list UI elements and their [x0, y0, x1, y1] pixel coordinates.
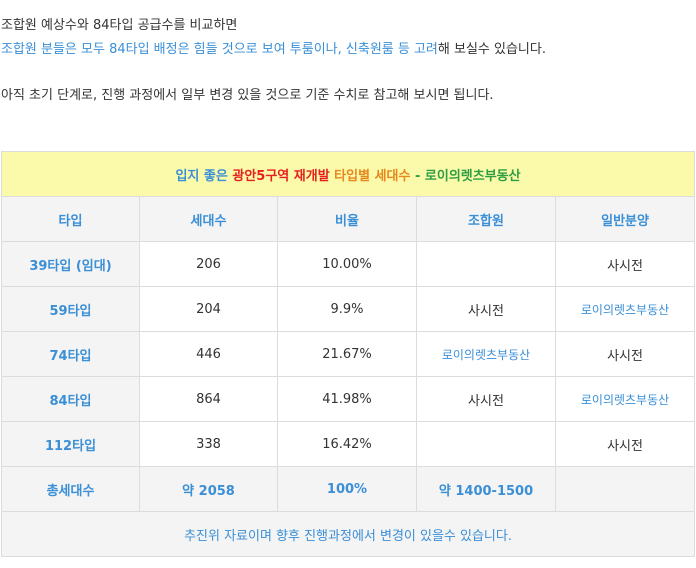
unit-type-table: 입지 좋은 광안5구역 재개발 타입별 세대수 - 로이의렛츠부동산 타입 세대…	[0, 151, 696, 557]
cell-units: 338	[139, 421, 278, 467]
header-member: 조합원	[416, 196, 556, 242]
cell-units: 446	[139, 331, 278, 377]
cell-general: 사시전	[554, 241, 696, 287]
header-general: 일반분양	[554, 196, 696, 242]
cell-member: 사시전	[416, 376, 556, 422]
cell-general: 사시전	[554, 331, 696, 377]
table-row: 112타입 338 16.42% 사시전	[1, 421, 696, 467]
cell-ratio: 41.98%	[277, 376, 417, 422]
header-type: 타입	[1, 196, 140, 242]
cell-type: 74타입	[1, 331, 140, 377]
cell-ratio: 9.9%	[277, 286, 417, 332]
cell-ratio: 16.42%	[277, 421, 417, 467]
table-row: 74타입 446 21.67% 로이의렛츠부동산 사시전	[1, 331, 696, 377]
cell-type: 84타입	[1, 376, 140, 422]
cell-member-link[interactable]: 로이의렛츠부동산	[416, 331, 556, 377]
intro-line-2: 조합원 분들은 모두 84타입 배정은 힘들 것으로 보여 투룸이나, 신축원룸…	[1, 38, 691, 62]
cell-units: 864	[139, 376, 278, 422]
total-ratio: 100%	[277, 466, 417, 512]
cell-member	[416, 241, 556, 287]
cell-member	[416, 421, 556, 467]
cell-ratio: 21.67%	[277, 331, 417, 377]
title-brand: - 로이의렛츠부동산	[410, 168, 521, 184]
cell-units: 204	[139, 286, 278, 332]
cell-member: 사시전	[416, 286, 556, 332]
header-units: 세대수	[139, 196, 278, 242]
table-note: 추진위 자료이며 향후 진행과정에서 변경이 있을수 있습니다.	[0, 511, 696, 557]
cell-general: 사시전	[554, 421, 696, 467]
cell-type: 59타입	[1, 286, 140, 332]
table-header-row: 타입 세대수 비율 조합원 일반분양	[1, 196, 696, 242]
total-label: 총세대수	[1, 466, 140, 512]
total-general	[554, 466, 696, 512]
cell-general-link[interactable]: 로이의렛츠부동산	[554, 376, 696, 422]
cell-ratio: 10.00%	[277, 241, 417, 287]
table-total-row: 총세대수 약 2058 100% 약 1400-1500	[1, 466, 696, 512]
cell-type: 112타입	[1, 421, 140, 467]
cell-general-link[interactable]: 로이의렛츠부동산	[554, 286, 696, 332]
cell-type: 39타입 (임대)	[1, 241, 140, 287]
table-title: 입지 좋은 광안5구역 재개발 타입별 세대수 - 로이의렛츠부동산	[0, 151, 696, 197]
header-ratio: 비율	[277, 196, 417, 242]
table-row: 59타입 204 9.9% 사시전 로이의렛츠부동산	[1, 286, 696, 332]
intro-line-3: 아직 초기 단계로, 진행 과정에서 일부 변경 있을 것으로 기준 수치로 참…	[1, 88, 494, 103]
total-member: 약 1400-1500	[416, 466, 556, 512]
title-project-name: 광안5구역 재개발	[232, 168, 330, 184]
table-row: 39타입 (임대) 206 10.00% 사시전	[1, 241, 696, 287]
intro-line-2-rest: 해 보실수 있습니다.	[437, 42, 546, 57]
intro-line-2-highlight: 조합원 분들은 모두 84타입 배정은 힘들 것으로 보여 투룸이나, 신축원룸…	[1, 42, 438, 57]
intro-text: 조합원 예상수와 84타입 공급수를 비교하면 조합원 분들은 모두 84타입 …	[1, 14, 691, 108]
total-units: 약 2058	[139, 466, 278, 512]
table-note-row: 추진위 자료이며 향후 진행과정에서 변경이 있을수 있습니다.	[0, 511, 696, 557]
table-row: 84타입 864 41.98% 사시전 로이의렛츠부동산	[1, 376, 696, 422]
cell-units: 206	[139, 241, 278, 287]
intro-line-1: 조합원 예상수와 84타입 공급수를 비교하면	[1, 18, 238, 33]
